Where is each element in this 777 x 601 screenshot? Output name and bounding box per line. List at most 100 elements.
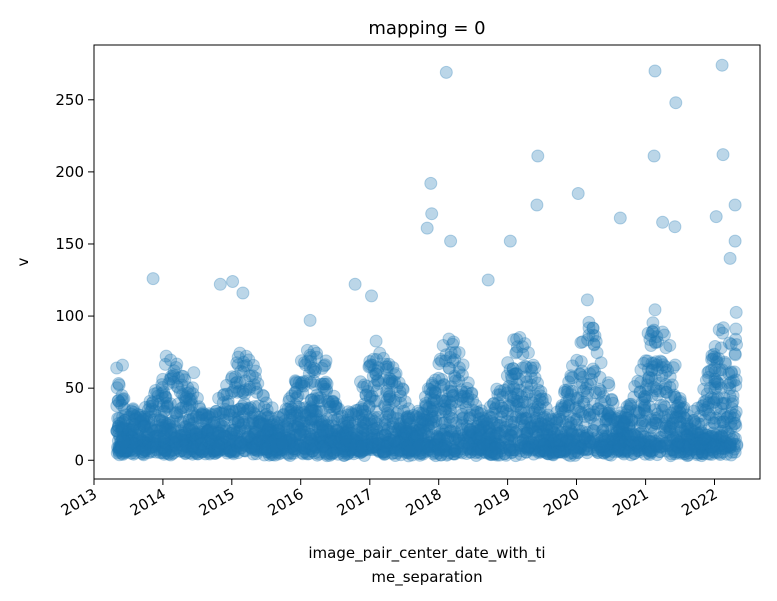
data-point	[382, 432, 396, 446]
data-point	[680, 430, 694, 443]
data-point	[212, 433, 226, 447]
y-tick-label: 100	[55, 307, 84, 325]
data-point	[559, 441, 573, 455]
data-point	[444, 234, 458, 248]
data-point	[580, 443, 593, 457]
data-point	[489, 441, 503, 455]
data-point	[218, 429, 232, 443]
data-point	[666, 443, 680, 457]
data-point	[287, 442, 301, 456]
data-point	[377, 372, 391, 386]
data-point	[729, 379, 743, 393]
data-point	[110, 399, 124, 413]
data-point	[712, 352, 726, 365]
data-point	[728, 347, 742, 361]
data-point	[445, 412, 459, 426]
data-point	[281, 417, 295, 431]
data-point	[577, 397, 591, 411]
data-point	[396, 427, 410, 441]
data-point	[502, 379, 516, 393]
data-point	[530, 198, 544, 212]
data-point	[167, 423, 181, 437]
data-point	[349, 437, 363, 451]
data-point	[698, 413, 712, 427]
data-point	[460, 381, 474, 395]
data-point	[450, 441, 464, 455]
data-point	[435, 354, 449, 368]
data-point	[632, 441, 646, 455]
data-point	[180, 433, 194, 447]
data-point	[173, 415, 187, 429]
data-point	[686, 438, 700, 452]
data-point	[361, 434, 375, 448]
data-point	[356, 443, 370, 457]
data-point	[390, 435, 404, 449]
data-point	[148, 438, 162, 452]
data-point	[601, 444, 615, 458]
data-point	[342, 445, 356, 459]
data-point	[623, 428, 637, 441]
data-point	[381, 403, 395, 417]
data-point	[641, 443, 655, 457]
data-point	[548, 416, 562, 430]
data-point	[158, 416, 172, 430]
data-point	[707, 438, 721, 452]
data-point	[411, 432, 424, 446]
data-point	[474, 443, 488, 457]
data-point	[727, 374, 740, 388]
data-point	[356, 416, 370, 430]
data-point	[129, 443, 143, 457]
data-point	[266, 427, 280, 441]
data-point	[407, 430, 421, 444]
data-point	[673, 404, 686, 418]
data-point	[605, 393, 619, 407]
data-point	[318, 445, 332, 458]
data-point	[702, 407, 715, 421]
data-point	[560, 385, 574, 399]
data-point	[570, 353, 584, 367]
data-point	[665, 433, 679, 447]
data-point	[233, 346, 247, 360]
data-point	[273, 435, 287, 449]
data-point	[396, 431, 410, 445]
data-point	[412, 406, 426, 420]
data-point	[710, 393, 724, 407]
data-point	[246, 443, 260, 456]
data-point	[472, 423, 486, 437]
data-point	[439, 439, 453, 453]
data-point	[228, 416, 242, 430]
data-point	[166, 415, 180, 428]
data-point	[661, 439, 675, 453]
data-point	[202, 407, 216, 421]
data-point	[167, 435, 181, 449]
data-point	[493, 434, 507, 448]
data-point	[481, 273, 495, 287]
data-point	[263, 436, 277, 450]
data-point	[728, 234, 742, 248]
data-point	[523, 421, 537, 435]
data-point	[236, 418, 250, 431]
data-point	[364, 417, 378, 431]
y-axis-title: v	[14, 257, 32, 266]
data-point	[324, 430, 338, 444]
data-point	[320, 449, 334, 463]
data-point	[187, 366, 201, 380]
data-point	[340, 437, 354, 451]
data-point	[613, 211, 627, 225]
data-point	[403, 440, 417, 454]
data-point	[396, 382, 410, 396]
data-point	[592, 382, 606, 396]
data-point	[288, 385, 302, 399]
data-point	[694, 425, 708, 438]
data-point	[407, 438, 421, 452]
data-point	[516, 347, 530, 361]
data-point	[175, 443, 189, 457]
data-point	[439, 443, 453, 457]
data-point	[660, 444, 674, 458]
x-axis-title-line-1: image_pair_center_date_with_ti	[308, 544, 545, 563]
data-point	[670, 405, 684, 419]
data-point	[506, 362, 520, 376]
data-point	[343, 443, 357, 457]
data-point	[360, 428, 374, 442]
data-point	[651, 437, 665, 451]
